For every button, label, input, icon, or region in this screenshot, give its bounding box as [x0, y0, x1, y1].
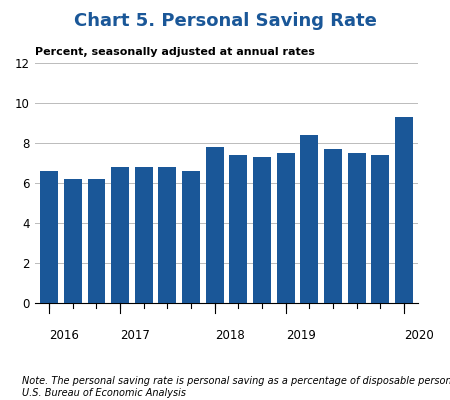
Text: 2018: 2018: [215, 328, 244, 342]
Bar: [64, 179, 81, 303]
Text: Note. The personal saving rate is personal saving as a percentage of disposable : Note. The personal saving rate is person…: [22, 376, 450, 398]
Text: 2016: 2016: [49, 328, 79, 342]
Bar: [277, 153, 295, 303]
Text: 2017: 2017: [120, 328, 150, 342]
Bar: [182, 171, 200, 303]
Bar: [158, 167, 176, 303]
Bar: [230, 155, 247, 303]
Bar: [301, 135, 318, 303]
Bar: [253, 157, 271, 303]
Bar: [87, 179, 105, 303]
Bar: [111, 167, 129, 303]
Text: Chart 5. Personal Saving Rate: Chart 5. Personal Saving Rate: [73, 12, 377, 30]
Bar: [371, 155, 389, 303]
Bar: [395, 117, 413, 303]
Text: 2019: 2019: [286, 328, 315, 342]
Bar: [348, 153, 365, 303]
Bar: [135, 167, 153, 303]
Bar: [206, 147, 224, 303]
Text: 2020: 2020: [404, 328, 434, 342]
Bar: [324, 149, 342, 303]
Text: Percent, seasonally adjusted at annual rates: Percent, seasonally adjusted at annual r…: [35, 47, 315, 57]
Bar: [40, 171, 58, 303]
